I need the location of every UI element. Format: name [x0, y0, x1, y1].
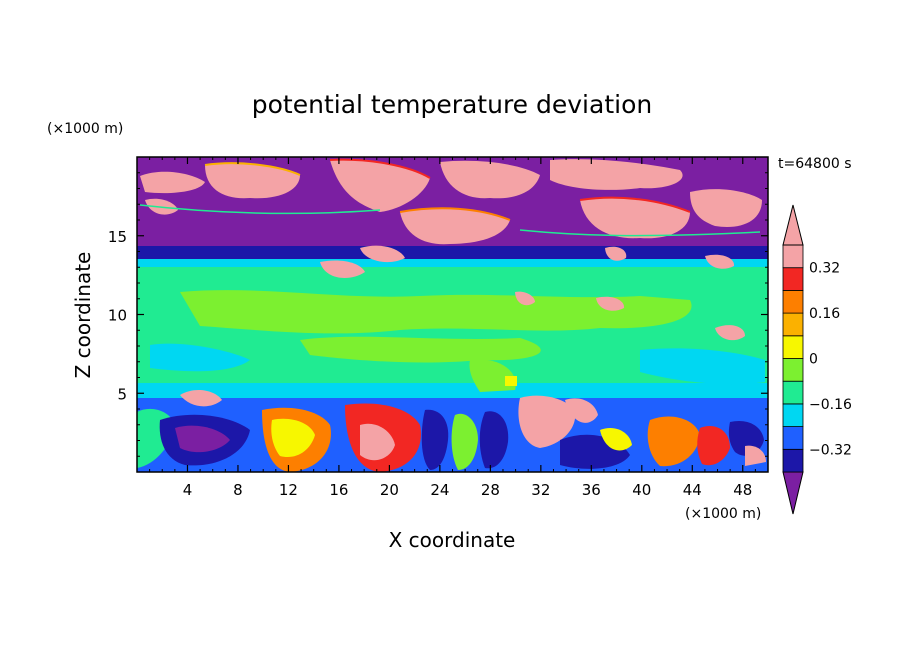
bl-blob: [421, 409, 449, 470]
x-tick-label: 44: [683, 481, 702, 499]
mid-patch: [300, 336, 541, 363]
bl-blob: [600, 427, 632, 451]
colorbar-band: [782, 358, 804, 382]
y-axis-label: Z coordinate: [71, 252, 95, 379]
bl-blob: [479, 411, 509, 469]
y-unit-label: (×1000 m): [47, 121, 123, 137]
mid-patch: [469, 359, 516, 392]
layer-dark: [137, 246, 768, 260]
upper-plume: [690, 189, 762, 227]
upper-plume: [440, 160, 540, 199]
x-unit-label: (×1000 m): [685, 506, 761, 522]
upper-plume: [205, 163, 300, 199]
colorbar-band: [782, 312, 804, 337]
colorbar-tick-label: 0.32: [809, 261, 840, 277]
x-tick-label: 4: [183, 481, 193, 499]
plume-edge: [579, 196, 691, 213]
plume-edge: [399, 207, 511, 221]
bl-blob: [745, 445, 766, 466]
upper-plume: [605, 246, 627, 261]
colorbar-tick-label: 0: [809, 352, 818, 368]
colorbar-tick-label: 0.16: [809, 306, 840, 322]
upper-plume: [596, 296, 625, 311]
x-tick-label: 12: [279, 481, 298, 499]
y-axis: 5 10 15: [108, 172, 768, 457]
x-tick-label: 40: [632, 481, 651, 499]
y-tick-label: 5: [117, 385, 127, 403]
bl-blob: [565, 398, 598, 423]
upper-plume: [515, 291, 535, 306]
upper-plume: [320, 260, 365, 278]
x-tick-label: 20: [380, 481, 399, 499]
x-tick-label: 24: [430, 481, 449, 499]
mid-patch: [150, 343, 250, 372]
bl-blob: [451, 413, 478, 470]
colorbar-tick-label: −0.32: [809, 442, 852, 458]
y-tick-label: 15: [108, 228, 127, 246]
colorbar-band: [782, 267, 804, 291]
x-tick-label: 28: [481, 481, 500, 499]
chart-title: potential temperature deviation: [252, 90, 652, 119]
x-tick-label: 8: [233, 481, 243, 499]
upper-plume: [550, 159, 683, 190]
colorbar-band: [782, 244, 804, 269]
colorbar-upper-extension: [782, 204, 804, 246]
bl-blob: [647, 416, 700, 467]
colorbar: −0.32 −0.16 0 0.16 0.32: [782, 204, 852, 515]
layer-green: [137, 267, 768, 289]
bl-blob: [697, 426, 730, 466]
bl-blob: [271, 418, 315, 458]
y-tick-label: 10: [108, 307, 127, 325]
upper-plume: [705, 254, 735, 269]
colorbar-band: [782, 380, 804, 405]
x-tick-label: 48: [733, 481, 752, 499]
upper-plume: [360, 245, 405, 263]
upper-plume: [400, 208, 510, 245]
mid-patch: [180, 290, 692, 334]
colorbar-band: [782, 289, 804, 314]
mid-patch: [640, 348, 765, 385]
contour-field: [137, 157, 768, 472]
colorbar-band: [782, 335, 804, 359]
upper-plume: [715, 325, 745, 341]
colorbar-band: [782, 426, 804, 450]
colorbar-tick-label: −0.16: [809, 397, 852, 413]
plume-edge: [139, 204, 381, 215]
colorbar-band: [782, 448, 804, 473]
plume-edge: [204, 162, 301, 176]
colorbar-band: [782, 403, 804, 427]
upper-plume: [140, 171, 205, 194]
upper-plume: [580, 197, 690, 239]
x-tick-label: 16: [329, 481, 348, 499]
x-tick-label: 36: [582, 481, 601, 499]
x-axis: 4 8 12 16 20 24 28 32 36 40 44 48: [149, 157, 756, 499]
upper-plume: [330, 159, 430, 212]
colorbar-lower-extension: [782, 471, 804, 515]
x-axis-label: X coordinate: [389, 528, 516, 552]
plume-edge: [329, 158, 431, 179]
bl-blob: [175, 425, 230, 453]
x-tick-label: 32: [531, 481, 550, 499]
plume-edge: [519, 229, 761, 237]
mid-patch: [505, 376, 517, 386]
time-label: t=64800 s: [778, 156, 852, 172]
bl-blob: [360, 423, 395, 461]
bl-blob: [518, 395, 576, 448]
bl-blob: [180, 389, 222, 407]
